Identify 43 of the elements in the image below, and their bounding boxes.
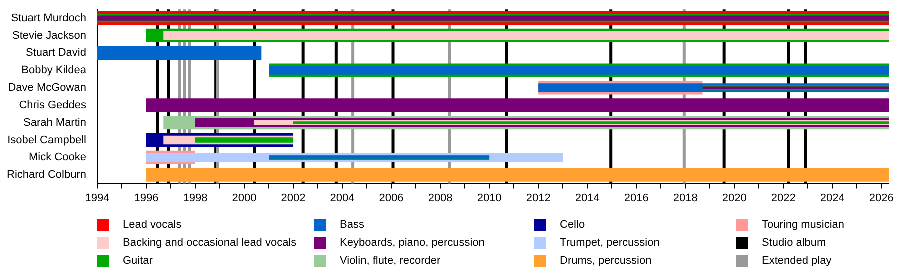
legend-label: Cello [560, 219, 586, 231]
legend-label: Touring musician [762, 219, 845, 231]
y-tick-label: Mick Cooke [29, 152, 86, 164]
x-tick-label: 2000 [232, 192, 257, 204]
y-tick-label: Richard Colburn [6, 169, 86, 182]
bar [146, 168, 889, 182]
x-tick-label: 1996 [134, 192, 159, 204]
legend-label: Trumpet, percussion [560, 237, 660, 249]
y-tick-label: Bobby Kildea [22, 64, 88, 77]
x-tick-label: 1998 [183, 192, 208, 204]
legend-label: Keyboards, piano, percussion [340, 237, 485, 249]
legend-label: Studio album [762, 237, 826, 249]
x-tick-label: 2018 [673, 192, 698, 204]
x-tick-label: 2010 [477, 192, 502, 204]
y-tick-label: Stevie Jackson [12, 30, 86, 42]
y-tick-label: Dave McGowan [8, 82, 86, 94]
x-tick-label: 2022 [771, 192, 796, 204]
bar [269, 66, 889, 75]
legend-label: Extended play [762, 255, 832, 267]
x-tick-label: 1994 [85, 192, 110, 204]
bar [164, 31, 889, 40]
x-tick-label: 2026 [869, 192, 894, 204]
legend-label: Bass [340, 219, 364, 231]
y-tick-label: Chris Geddes [19, 99, 87, 112]
legend-label: Guitar [123, 255, 153, 267]
y-tick-label: Stuart David [26, 47, 86, 60]
legend-label: Drums, percussion [560, 255, 652, 267]
x-tick-label: 2020 [722, 192, 747, 204]
legend-label: Violin, flute, recorder [340, 255, 441, 267]
x-tick-label: 2008 [428, 192, 453, 204]
y-tick-label: Sarah Martin [23, 116, 86, 129]
y-tick-label: Isobel Campbell [8, 134, 86, 146]
x-tick-label: 2016 [624, 192, 649, 204]
bar [196, 138, 294, 143]
y-tick-label: Stuart Murdoch [11, 12, 86, 24]
x-tick-label: 2002 [281, 192, 306, 204]
x-tick-label: 2006 [379, 192, 404, 204]
legend-label: Backing and occasional lead vocals [123, 237, 297, 249]
x-tick-label: 2024 [820, 192, 845, 204]
x-tick-label: 2004 [330, 192, 355, 204]
x-tick-label: 2012 [526, 192, 551, 204]
x-tick-label: 2014 [575, 192, 600, 204]
legend-label: Lead vocals [123, 219, 182, 231]
